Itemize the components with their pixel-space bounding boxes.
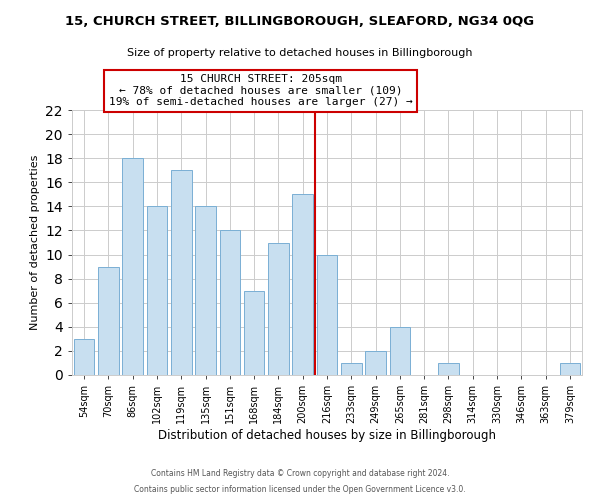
Bar xyxy=(268,242,289,375)
Bar xyxy=(560,363,580,375)
Y-axis label: Number of detached properties: Number of detached properties xyxy=(29,155,40,330)
Bar xyxy=(389,327,410,375)
Bar xyxy=(292,194,313,375)
Bar xyxy=(341,363,362,375)
X-axis label: Distribution of detached houses by size in Billingborough: Distribution of detached houses by size … xyxy=(158,429,496,442)
Text: Size of property relative to detached houses in Billingborough: Size of property relative to detached ho… xyxy=(127,48,473,58)
Bar xyxy=(98,266,119,375)
Bar xyxy=(244,290,265,375)
Text: Contains public sector information licensed under the Open Government Licence v3: Contains public sector information licen… xyxy=(134,485,466,494)
Text: 15, CHURCH STREET, BILLINGBOROUGH, SLEAFORD, NG34 0QG: 15, CHURCH STREET, BILLINGBOROUGH, SLEAF… xyxy=(65,15,535,28)
Text: 15 CHURCH STREET: 205sqm
← 78% of detached houses are smaller (109)
19% of semi-: 15 CHURCH STREET: 205sqm ← 78% of detach… xyxy=(109,74,413,108)
Bar xyxy=(438,363,459,375)
Bar xyxy=(146,206,167,375)
Bar xyxy=(365,351,386,375)
Bar xyxy=(171,170,191,375)
Bar xyxy=(317,254,337,375)
Text: Contains HM Land Registry data © Crown copyright and database right 2024.: Contains HM Land Registry data © Crown c… xyxy=(151,468,449,477)
Bar xyxy=(74,339,94,375)
Bar xyxy=(195,206,216,375)
Bar xyxy=(220,230,240,375)
Bar xyxy=(122,158,143,375)
